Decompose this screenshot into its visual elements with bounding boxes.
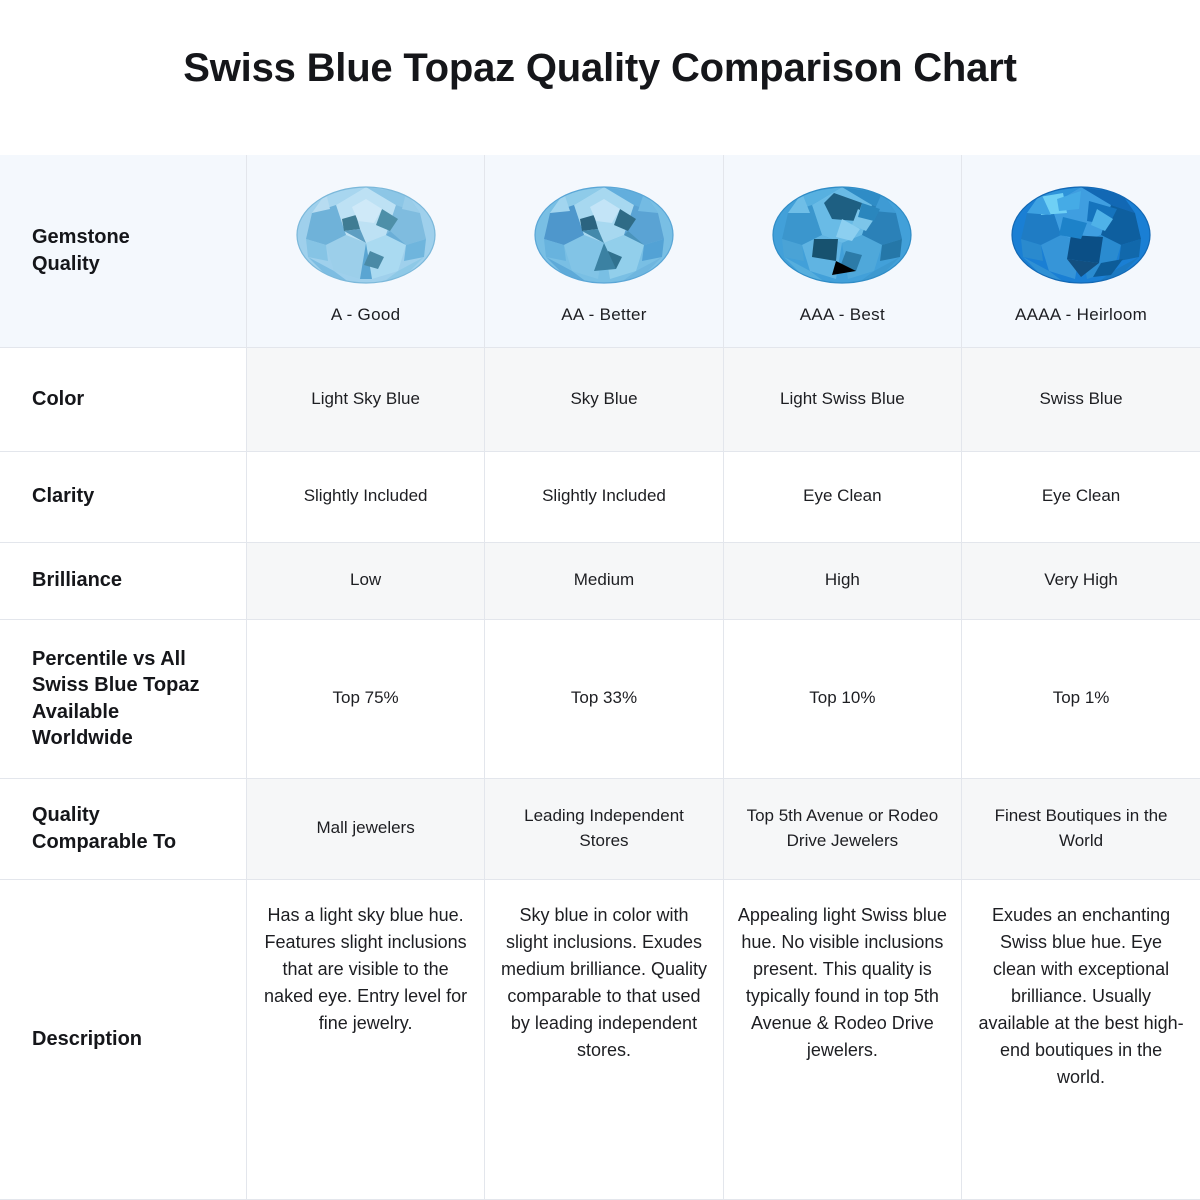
row-label-line-4: Worldwide bbox=[32, 726, 133, 749]
cell-description-aaaa: Exudes an enchanting Swiss blue hue. Eye… bbox=[961, 878, 1200, 1200]
cell-percentile-aa: Top 33% bbox=[484, 618, 724, 779]
row-label-line-1: Percentile vs All bbox=[32, 647, 186, 670]
cell-brilliance-aaaa: Very High bbox=[961, 541, 1200, 620]
cell-color-aa: Sky Blue bbox=[484, 346, 724, 452]
gem-label-aa: AA - Better bbox=[561, 304, 647, 324]
row-label-color: Color bbox=[0, 346, 247, 452]
row-label-line-1: Gemstone bbox=[32, 226, 130, 249]
row-label-line-2: Quality bbox=[32, 252, 100, 275]
table-row-percentile: Percentile vs All Swiss Blue Topaz Avail… bbox=[0, 618, 1200, 779]
page-title: Swiss Blue Topaz Quality Comparison Char… bbox=[183, 46, 1017, 90]
cell-clarity-aa: Slightly Included bbox=[484, 450, 724, 543]
cell-color-aaa: Light Swiss Blue bbox=[723, 346, 963, 452]
cell-brilliance-aaa: High bbox=[723, 541, 963, 620]
cell-color-a: Light Sky Blue bbox=[246, 346, 486, 452]
gem-cell-a[interactable]: A - Good bbox=[246, 155, 486, 348]
row-label-gemstone-quality: Gemstone Quality bbox=[0, 155, 247, 348]
oval-topaz-aaaa-icon bbox=[1001, 179, 1161, 291]
cell-percentile-aaa: Top 10% bbox=[723, 618, 963, 779]
gem-label-aaaa: AAAA - Heirloom bbox=[1015, 304, 1148, 324]
cell-brilliance-a: Low bbox=[246, 541, 486, 620]
oval-topaz-aa-icon bbox=[524, 179, 684, 291]
cell-clarity-a: Slightly Included bbox=[246, 450, 486, 543]
oval-topaz-a-icon bbox=[286, 179, 446, 291]
cell-comparable-a: Mall jewelers bbox=[246, 777, 486, 880]
row-label-line-3: Available bbox=[32, 700, 120, 723]
row-label-description: Description bbox=[0, 878, 247, 1200]
table-row-gemstone-quality: Gemstone Quality bbox=[0, 155, 1200, 348]
table-row-color: Color Light Sky Blue Sky Blue Light Swis… bbox=[0, 346, 1200, 452]
row-label-percentile: Percentile vs All Swiss Blue Topaz Avail… bbox=[0, 618, 247, 779]
cell-description-aa: Sky blue in color with slight inclusions… bbox=[484, 878, 724, 1200]
cell-comparable-aa: Leading Independent Stores bbox=[484, 777, 724, 880]
gem-label-a: A - Good bbox=[330, 304, 401, 324]
table-row-clarity: Clarity Slightly Included Slightly Inclu… bbox=[0, 450, 1200, 543]
cell-comparable-aaaa: Finest Boutiques in the World bbox=[961, 777, 1200, 880]
cell-brilliance-aa: Medium bbox=[484, 541, 724, 620]
quality-comparison-table: Gemstone Quality bbox=[0, 155, 1200, 1200]
cell-description-a: Has a light sky blue hue. Features sligh… bbox=[246, 878, 486, 1200]
table-row-brilliance: Brilliance Low Medium High Very High bbox=[0, 541, 1200, 620]
row-label-line-2: Swiss Blue Topaz bbox=[32, 674, 200, 697]
gem-cell-aaaa[interactable]: AAAA - Heirloom bbox=[961, 155, 1200, 348]
cell-color-aaaa: Swiss Blue bbox=[961, 346, 1200, 452]
gem-label-aaa: AAA - Best bbox=[799, 304, 885, 324]
cell-comparable-aaa: Top 5th Avenue or Rodeo Drive Jewelers bbox=[723, 777, 963, 880]
cell-percentile-a: Top 75% bbox=[246, 618, 486, 779]
row-label-clarity: Clarity bbox=[0, 450, 247, 543]
cell-clarity-aaaa: Eye Clean bbox=[961, 450, 1200, 543]
oval-topaz-aaa-icon bbox=[762, 179, 922, 291]
row-label-line-2: Comparable To bbox=[32, 830, 177, 853]
cell-clarity-aaa: Eye Clean bbox=[723, 450, 963, 543]
table-row-quality-comparable: Quality Comparable To Mall jewelers Lead… bbox=[0, 777, 1200, 880]
cell-percentile-aaaa: Top 1% bbox=[961, 618, 1200, 779]
row-label-line-1: Quality bbox=[32, 804, 100, 827]
table-row-description: Description Has a light sky blue hue. Fe… bbox=[0, 878, 1200, 1200]
cell-description-aaa: Appealing light Swiss blue hue. No visib… bbox=[723, 878, 963, 1200]
gem-cell-aaa[interactable]: AAA - Best bbox=[723, 155, 963, 348]
row-label-brilliance: Brilliance bbox=[0, 541, 247, 620]
row-label-quality-comparable: Quality Comparable To bbox=[0, 777, 247, 880]
title-bar: Swiss Blue Topaz Quality Comparison Char… bbox=[0, 0, 1200, 155]
gem-cell-aa[interactable]: AA - Better bbox=[484, 155, 724, 348]
